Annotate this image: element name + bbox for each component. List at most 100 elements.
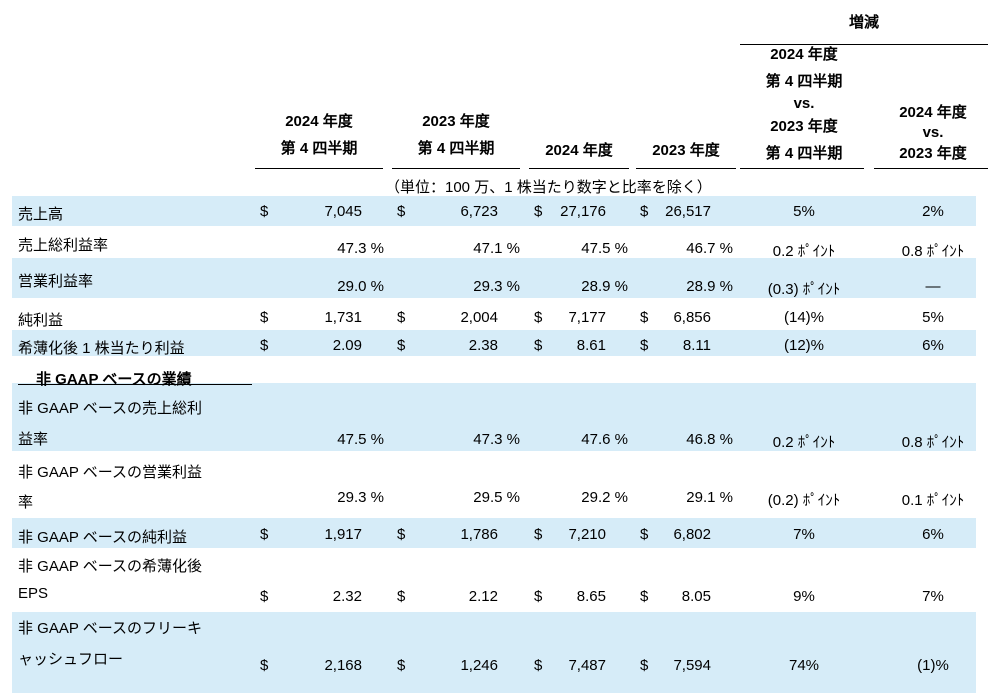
value-cell: 1,786 (460, 526, 498, 543)
value-cell: 7,045 (324, 203, 362, 220)
q4-change-line4: 2023 年度 (770, 118, 838, 135)
currency-symbol: $ (397, 657, 406, 674)
value-cell: 47.3 % (337, 240, 384, 257)
q4-change-cell: (14)% (783, 309, 824, 326)
non-gaap-section-title: 非 GAAP ベースの業績 (36, 371, 192, 388)
value-cell: 47.6 % (581, 431, 628, 448)
row-label: 非 GAAP ベースの営業利益 (18, 464, 202, 481)
col-header-q4-2023: 2023 年度 第 4 四半期 (392, 108, 520, 162)
row-label: 率 (18, 494, 34, 511)
fy-change-cell: 7% (922, 588, 944, 605)
value-cell: 2.32 (332, 588, 362, 605)
value-cell: 2.38 (468, 337, 498, 354)
currency-symbol: $ (534, 203, 543, 220)
row-label: 非 GAAP ベースの売上総利 (18, 400, 202, 417)
value-cell: 29.3 % (473, 278, 520, 295)
currency-symbol: $ (534, 526, 543, 543)
q4-change-line5: 第 4 四半期 (765, 145, 843, 162)
fy-change-line2: vs. (922, 124, 944, 141)
value-cell: 47.3 % (473, 431, 520, 448)
rule-q4-change (740, 168, 864, 169)
currency-symbol: $ (260, 309, 269, 326)
row-band (12, 196, 976, 226)
q4-change-cell: 5% (793, 203, 815, 220)
q4-change-cell: (12)% (783, 337, 824, 354)
currency-symbol: $ (260, 588, 269, 605)
value-cell: 47.5 % (337, 431, 384, 448)
value-cell: 28.9 % (686, 278, 733, 295)
currency-symbol: $ (640, 657, 649, 674)
fy-change-line1: 2024 年度 (899, 104, 967, 121)
value-cell: 27,176 (560, 203, 606, 220)
q4-change-cell: 0.2 ﾎﾟｲﾝﾄ (772, 243, 836, 260)
currency-symbol: $ (397, 526, 406, 543)
value-cell: 6,856 (673, 309, 711, 326)
unit-note: （単位：100 万、1 株当たり数字と比率を除く） (385, 179, 712, 196)
value-cell: 47.1 % (473, 240, 520, 257)
col-header-fy-2024: 2024 年度 (545, 142, 613, 159)
rule-fy-2023 (636, 168, 736, 169)
currency-symbol: $ (534, 657, 543, 674)
row-band (12, 612, 976, 693)
rule-q4-2024 (255, 168, 383, 169)
row-label: 売上総利益率 (18, 237, 109, 254)
value-cell: 7,210 (568, 526, 606, 543)
currency-symbol: $ (260, 526, 269, 543)
non-gaap-section-rule (18, 384, 252, 385)
q4-change-line3: vs. (793, 95, 815, 112)
fy-change-cell: 6% (922, 526, 944, 543)
col-header-fy-change: 2024 年度 vs. 2023 年度 (874, 99, 992, 167)
col-header-q4-2023-line2: 第 4 四半期 (417, 140, 495, 157)
currency-symbol: $ (534, 588, 543, 605)
fy-change-cell: 0.8 ﾎﾟｲﾝﾄ (901, 243, 965, 260)
value-cell: 29.3 % (337, 489, 384, 506)
fy-change-cell: 0.1 ﾎﾟｲﾝﾄ (901, 492, 965, 509)
col-header-fy-2023: 2023 年度 (652, 142, 720, 159)
currency-symbol: $ (260, 657, 269, 674)
value-cell: 6,802 (673, 526, 711, 543)
currency-symbol: $ (534, 309, 543, 326)
currency-symbol: $ (397, 309, 406, 326)
currency-symbol: $ (534, 337, 543, 354)
currency-symbol: $ (640, 309, 649, 326)
value-cell: 28.9 % (581, 278, 628, 295)
row-label: 営業利益率 (18, 273, 94, 290)
fy-change-cell: 2% (922, 203, 944, 220)
value-cell: 26,517 (665, 203, 711, 220)
row-label: ャッシュフロー (18, 651, 124, 668)
row-label: 非 GAAP ベースの希薄化後 (18, 558, 202, 575)
value-cell: 47.5 % (581, 240, 628, 257)
value-cell: 8.05 (681, 588, 711, 605)
q4-change-cell: 7% (793, 526, 815, 543)
row-label: 非 GAAP ベースのフリーキ (18, 620, 202, 637)
q4-change-cell: (0.2) ﾎﾟｲﾝﾄ (767, 492, 841, 509)
value-cell: 2,004 (460, 309, 498, 326)
q4-change-cell: (0.3) ﾎﾟｲﾝﾄ (767, 281, 841, 298)
rule-fy-change (874, 168, 988, 169)
value-cell: 1,731 (324, 309, 362, 326)
currency-symbol: $ (640, 337, 649, 354)
value-cell: 8.65 (576, 588, 606, 605)
currency-symbol: $ (260, 337, 269, 354)
currency-symbol: $ (397, 588, 406, 605)
row-band (12, 518, 976, 548)
fy-change-line3: 2023 年度 (899, 145, 967, 162)
fy-change-cell: (1)% (917, 657, 949, 674)
value-cell: 7,594 (673, 657, 711, 674)
fy-change-cell: 0.8 ﾎﾟｲﾝﾄ (901, 434, 965, 451)
value-cell: 29.1 % (686, 489, 733, 506)
q4-change-cell: 74% (788, 657, 820, 674)
fy-change-cell: 6% (922, 337, 944, 354)
row-label: 希薄化後 1 株当たり利益 (18, 340, 185, 357)
value-cell: 29.0 % (337, 278, 384, 295)
value-cell: 7,177 (568, 309, 606, 326)
row-band (12, 258, 976, 298)
currency-symbol: $ (397, 337, 406, 354)
col-header-q4-change: 2024 年度 第 4 四半期 vs. 2023 年度 第 4 四半期 (740, 41, 868, 167)
value-cell: 46.8 % (686, 431, 733, 448)
col-header-q4-2023-line1: 2023 年度 (422, 113, 490, 130)
value-cell: 8.61 (576, 337, 606, 354)
currency-symbol: $ (397, 203, 406, 220)
col-header-q4-2024-line2: 第 4 四半期 (280, 140, 358, 157)
value-cell: 29.2 % (581, 489, 628, 506)
